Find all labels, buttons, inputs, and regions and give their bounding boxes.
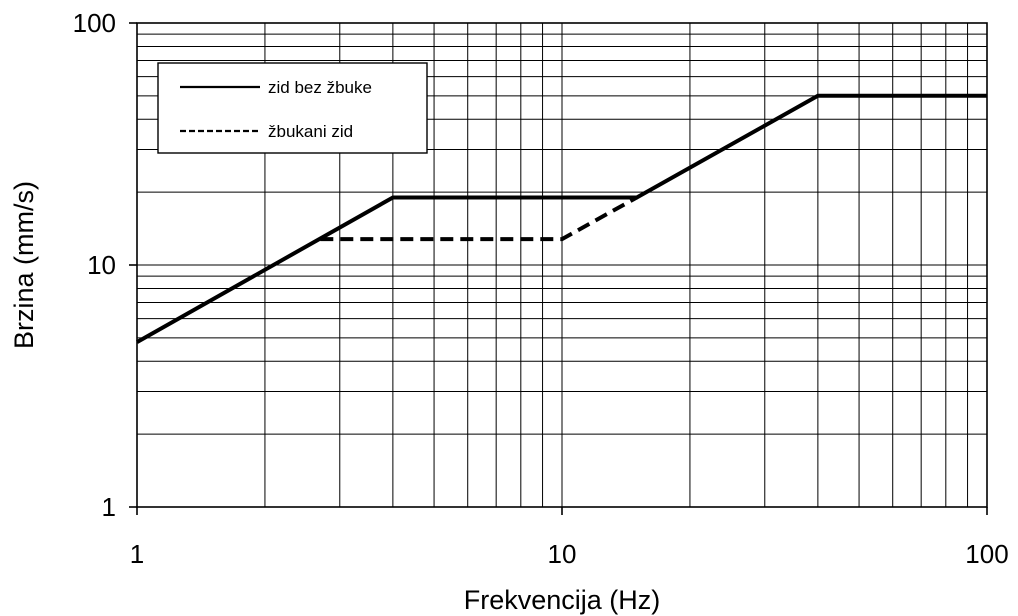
tick-labels: 1 10 100 100 10 1	[73, 8, 1009, 569]
y-tick-label: 100	[73, 8, 116, 38]
legend-box	[157, 62, 428, 154]
legend-label-zid-bez-zbuke: zid bez žbuke	[268, 78, 372, 97]
legend: zid bez žbuke žbukani zid	[157, 62, 428, 154]
x-axis-title: Frekvencija (Hz)	[464, 585, 661, 615]
y-tick-label: 10	[87, 250, 116, 280]
legend-label-zbukani-zid: žbukani zid	[268, 122, 353, 141]
y-axis-title: Brzina (mm/s)	[9, 181, 39, 349]
grid-lines	[137, 23, 987, 507]
x-tick-label: 100	[965, 539, 1008, 569]
series-layer	[136, 93, 987, 344]
series-line-zbukani-zid	[320, 195, 638, 242]
x-tick-label: 1	[130, 539, 144, 569]
x-tick-label: 10	[548, 539, 577, 569]
y-tick-label: 1	[102, 492, 116, 522]
